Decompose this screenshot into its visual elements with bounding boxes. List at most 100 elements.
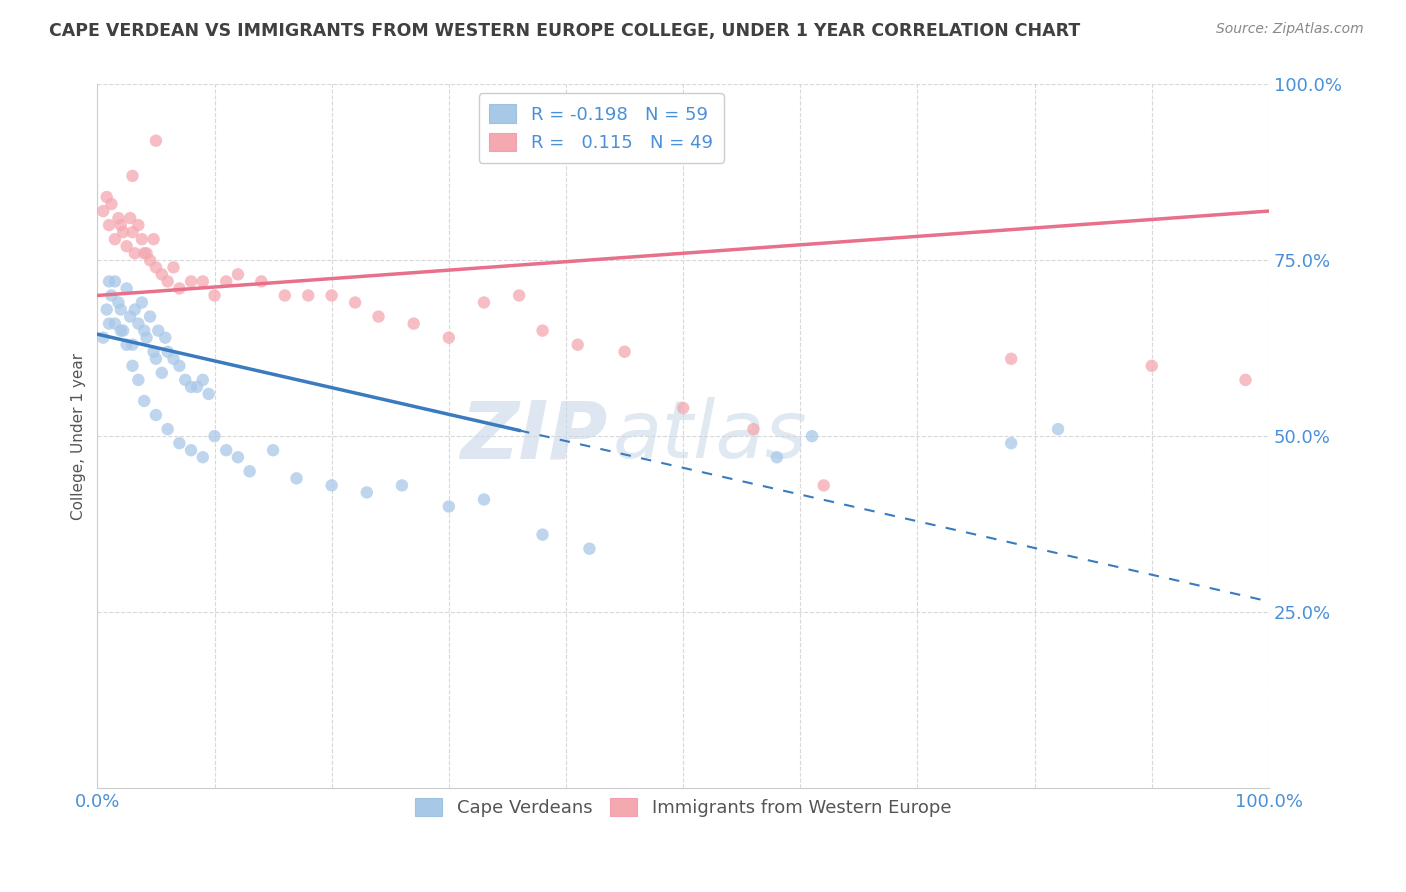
Point	[1140, 359, 1163, 373]
Point	[112, 324, 135, 338]
Point	[567, 337, 589, 351]
Point	[180, 443, 202, 458]
Point	[239, 464, 262, 478]
Point	[156, 274, 179, 288]
Point	[112, 225, 135, 239]
Point	[98, 218, 121, 232]
Point	[180, 380, 202, 394]
Point	[1047, 422, 1070, 436]
Point	[155, 331, 177, 345]
Point	[115, 239, 138, 253]
Point	[100, 288, 122, 302]
Point	[134, 394, 156, 409]
Point	[131, 295, 153, 310]
Point	[356, 485, 378, 500]
Point	[578, 541, 600, 556]
Point	[127, 373, 149, 387]
Point	[508, 288, 530, 302]
Point	[121, 169, 143, 183]
Point	[110, 324, 132, 338]
Point	[98, 317, 121, 331]
Point	[145, 260, 167, 275]
Point	[134, 246, 156, 260]
Point	[766, 450, 789, 465]
Point	[139, 253, 162, 268]
Point	[262, 443, 284, 458]
Point	[197, 387, 219, 401]
Point	[297, 288, 319, 302]
Point	[120, 211, 142, 225]
Point	[107, 211, 129, 225]
Point	[162, 260, 184, 275]
Point	[169, 436, 191, 450]
Text: ZIP: ZIP	[460, 397, 607, 475]
Point	[98, 274, 121, 288]
Point	[145, 351, 167, 366]
Point	[274, 288, 297, 302]
Point	[672, 401, 695, 415]
Point	[104, 317, 127, 331]
Point	[110, 302, 132, 317]
Point	[91, 204, 114, 219]
Point	[120, 310, 142, 324]
Point	[150, 268, 173, 282]
Point	[124, 302, 146, 317]
Point	[344, 295, 367, 310]
Point	[107, 295, 129, 310]
Point	[115, 281, 138, 295]
Point	[121, 225, 143, 239]
Point	[191, 274, 214, 288]
Point	[250, 274, 273, 288]
Point	[367, 310, 389, 324]
Point	[110, 218, 132, 232]
Point	[96, 302, 118, 317]
Point	[391, 478, 413, 492]
Point	[91, 331, 114, 345]
Point	[813, 478, 835, 492]
Legend: Cape Verdeans, Immigrants from Western Europe: Cape Verdeans, Immigrants from Western E…	[408, 791, 959, 824]
Point	[145, 408, 167, 422]
Point	[191, 373, 214, 387]
Point	[135, 246, 157, 260]
Point	[1000, 436, 1022, 450]
Point	[169, 281, 191, 295]
Point	[148, 324, 170, 338]
Point	[285, 471, 308, 485]
Point	[134, 324, 156, 338]
Point	[180, 274, 202, 288]
Point	[215, 274, 238, 288]
Point	[115, 337, 138, 351]
Point	[162, 351, 184, 366]
Point	[169, 359, 191, 373]
Point	[472, 492, 495, 507]
Point	[104, 232, 127, 246]
Point	[531, 324, 554, 338]
Point	[174, 373, 197, 387]
Point	[96, 190, 118, 204]
Point	[124, 246, 146, 260]
Point	[215, 443, 238, 458]
Point	[186, 380, 208, 394]
Point	[127, 218, 149, 232]
Point	[142, 232, 165, 246]
Point	[613, 344, 636, 359]
Point	[104, 274, 127, 288]
Point	[204, 288, 226, 302]
Point	[742, 422, 765, 436]
Point	[156, 344, 179, 359]
Text: Source: ZipAtlas.com: Source: ZipAtlas.com	[1216, 22, 1364, 37]
Point	[156, 422, 179, 436]
Point	[402, 317, 425, 331]
Point	[127, 317, 149, 331]
Point	[204, 429, 226, 443]
Point	[801, 429, 824, 443]
Point	[145, 134, 167, 148]
Point	[100, 197, 122, 211]
Point	[139, 310, 162, 324]
Point	[321, 288, 343, 302]
Point	[1234, 373, 1257, 387]
Point	[150, 366, 173, 380]
Text: atlas: atlas	[613, 397, 807, 475]
Point	[437, 500, 460, 514]
Point	[142, 344, 165, 359]
